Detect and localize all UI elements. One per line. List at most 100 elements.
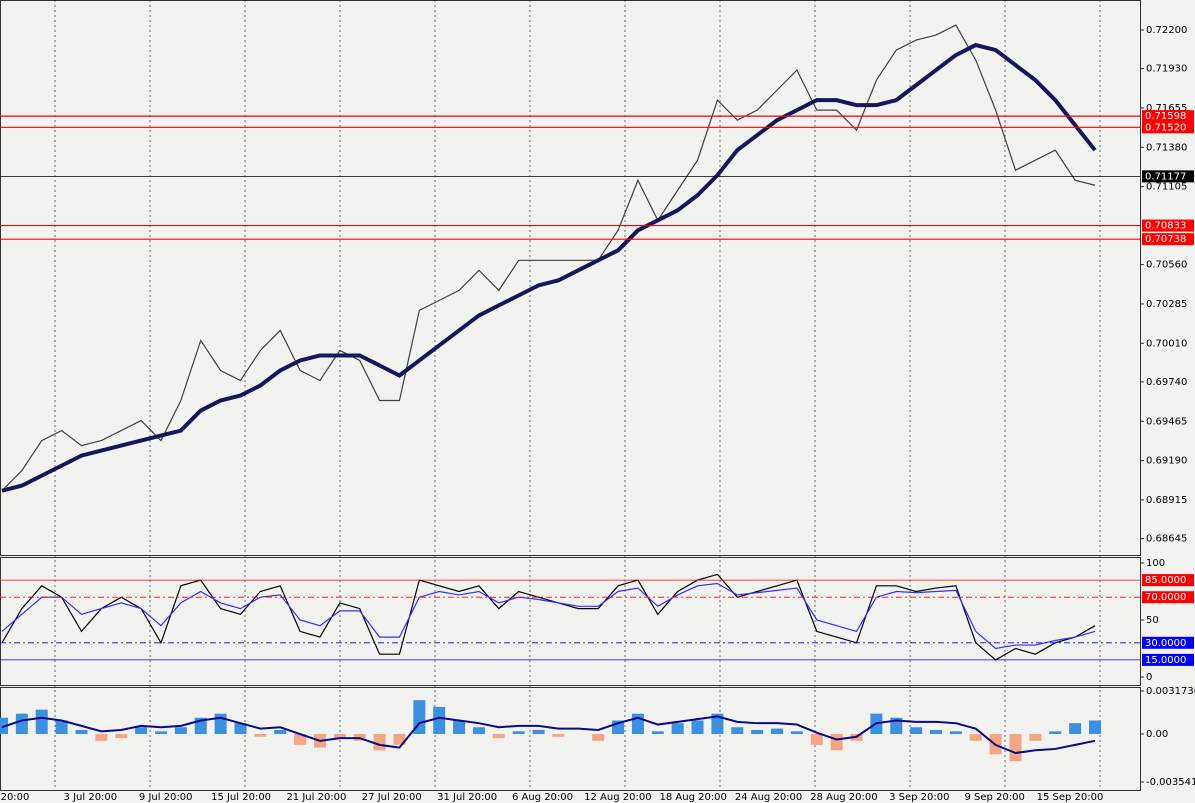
level-label-box bbox=[1142, 170, 1194, 183]
panel-frame bbox=[0, 687, 1141, 791]
series-line bbox=[1, 42, 1097, 493]
histogram-bar bbox=[949, 731, 962, 735]
histogram-bar bbox=[731, 727, 744, 735]
series-line bbox=[1, 24, 1096, 492]
panel-frame bbox=[0, 557, 1141, 686]
histogram-bar bbox=[35, 709, 48, 735]
histogram-bar bbox=[75, 729, 88, 735]
histogram-bar bbox=[15, 713, 28, 735]
histogram-bar bbox=[711, 713, 724, 735]
histogram-bar bbox=[333, 734, 346, 739]
histogram-bar bbox=[810, 734, 823, 745]
level-label: 15.0000 bbox=[1145, 655, 1186, 666]
level-label-box bbox=[1142, 653, 1194, 666]
histogram-bar bbox=[910, 727, 923, 735]
x-tick-label: 9 Sep 20:00 bbox=[964, 792, 1024, 803]
x-tick-label: 15 Sep 20:00 bbox=[1037, 792, 1104, 803]
level-label: 85.0000 bbox=[1145, 575, 1186, 586]
level-label: 0.71598 bbox=[1145, 111, 1186, 122]
x-tick-label: 9 Jul 20:00 bbox=[139, 792, 193, 803]
histogram-bar bbox=[214, 713, 227, 735]
y-tick-label: 50 bbox=[1146, 615, 1159, 626]
histogram-bar bbox=[234, 723, 247, 735]
histogram-bar bbox=[1009, 734, 1022, 762]
x-tick-label: 20:00 bbox=[1, 792, 30, 803]
y-tick-label: 0.68645 bbox=[1146, 534, 1187, 545]
series-line bbox=[1, 582, 1096, 650]
histogram-bar bbox=[274, 729, 287, 735]
y-tick-label: 0.69740 bbox=[1146, 377, 1187, 388]
histogram-bar bbox=[254, 734, 267, 737]
histogram-bar bbox=[95, 734, 108, 741]
histogram-bar bbox=[830, 734, 843, 751]
y-tick-label: 0.70560 bbox=[1146, 260, 1187, 271]
histogram-bar bbox=[691, 720, 704, 735]
level-label-box bbox=[1142, 110, 1194, 123]
y-tick-label: 0.69190 bbox=[1146, 456, 1187, 467]
histogram-bar bbox=[135, 727, 148, 735]
x-tick-label: 6 Aug 20:00 bbox=[512, 792, 573, 803]
x-tick-label: 12 Aug 20:00 bbox=[584, 792, 651, 803]
histogram-bar bbox=[115, 734, 128, 739]
histogram-bar bbox=[1089, 720, 1101, 735]
y-tick-label: 100 bbox=[1146, 558, 1165, 569]
y-tick-label: 0.69465 bbox=[1146, 416, 1187, 427]
x-tick-label: 21 Jul 20:00 bbox=[286, 792, 346, 803]
histogram-bar bbox=[393, 734, 406, 745]
x-tick-label: 24 Aug 20:00 bbox=[735, 792, 802, 803]
x-tick-label: 3 Sep 20:00 bbox=[889, 792, 949, 803]
histogram-bar bbox=[771, 728, 784, 735]
histogram-bar bbox=[552, 734, 565, 737]
level-label-box bbox=[1142, 233, 1194, 246]
y-tick-label: 0.71930 bbox=[1146, 64, 1187, 75]
series-line bbox=[1, 573, 1096, 661]
macd-line bbox=[1, 715, 1096, 755]
histogram-bar bbox=[154, 731, 167, 735]
histogram-bar bbox=[472, 727, 485, 735]
x-tick-label: 3 Jul 20:00 bbox=[64, 792, 118, 803]
x-tick-label: 28 Aug 20:00 bbox=[810, 792, 877, 803]
x-tick-label: 27 Jul 20:00 bbox=[362, 792, 422, 803]
level-label-box bbox=[1142, 574, 1194, 587]
y-tick-label: 0.72200 bbox=[1146, 25, 1187, 36]
level-label-box bbox=[1142, 121, 1194, 134]
histogram-bar bbox=[930, 729, 943, 735]
histogram-bar bbox=[790, 731, 803, 735]
y-tick-label: 0.00 bbox=[1146, 729, 1168, 740]
histogram-bar bbox=[453, 720, 466, 735]
level-label: 0.70833 bbox=[1145, 221, 1186, 232]
histogram-bar bbox=[1049, 731, 1062, 735]
level-label-box bbox=[1142, 591, 1194, 604]
x-tick-label: 15 Jul 20:00 bbox=[211, 792, 271, 803]
level-label: 0.71177 bbox=[1145, 171, 1186, 182]
histogram-bar bbox=[532, 729, 545, 735]
level-label: 30.0000 bbox=[1145, 638, 1186, 649]
histogram-bar bbox=[671, 723, 684, 735]
histogram-bar bbox=[592, 734, 605, 741]
y-tick-label: 0.71655 bbox=[1146, 103, 1187, 114]
histogram-bar bbox=[55, 720, 68, 735]
y-tick-label: 0.71380 bbox=[1146, 142, 1187, 153]
histogram-bar bbox=[492, 734, 505, 739]
histogram-bar bbox=[433, 706, 446, 735]
y-tick-label: 0.70010 bbox=[1146, 338, 1187, 349]
histogram-bar bbox=[1029, 734, 1042, 741]
y-tick-label: 0.71105 bbox=[1146, 182, 1187, 193]
y-tick-label: 0.70285 bbox=[1146, 299, 1187, 310]
level-label: 0.70738 bbox=[1145, 234, 1186, 245]
histogram-bar bbox=[1069, 723, 1082, 735]
histogram-bar bbox=[969, 734, 982, 741]
level-label: 0.71520 bbox=[1145, 122, 1186, 133]
y-tick-label: 0.0031736 bbox=[1146, 686, 1195, 697]
y-tick-label: 0.68915 bbox=[1146, 495, 1187, 506]
level-label: 70.0000 bbox=[1145, 592, 1186, 603]
histogram-bar bbox=[294, 734, 307, 745]
histogram-bar bbox=[174, 727, 187, 735]
x-tick-label: 18 Aug 20:00 bbox=[659, 792, 726, 803]
level-label-box bbox=[1142, 636, 1194, 649]
histogram-bar bbox=[373, 734, 386, 751]
